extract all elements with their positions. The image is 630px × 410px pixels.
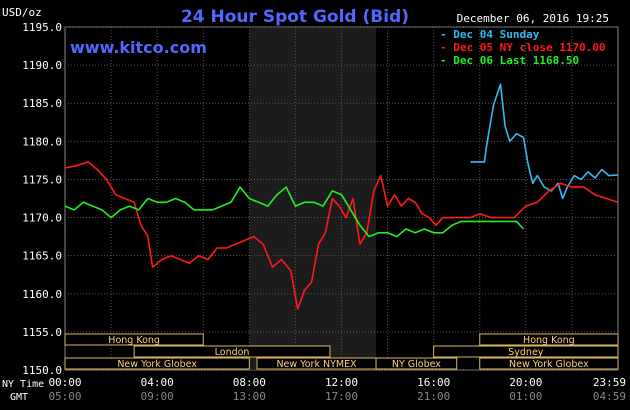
y-tick-label: 1150.0: [22, 364, 62, 377]
y-tick-label: 1190.0: [22, 59, 62, 72]
legend: - Dec 04 Sunday- Dec 05 NY close 1170.00…: [440, 28, 606, 67]
x-tick-label-gmt: 04:59: [593, 390, 626, 403]
series-line: [64, 161, 619, 310]
session-bar: New York Globex: [479, 357, 619, 370]
session-bar: New York Globex: [64, 357, 250, 370]
session-label: Hong Kong: [523, 335, 575, 346]
y-tick-label: 1165.0: [22, 250, 62, 263]
nymex-highlight: [249, 28, 377, 370]
x-tick-label-ny: 23:59: [593, 376, 626, 389]
series-line: [470, 83, 618, 200]
y-tick-label: 1170.0: [22, 212, 62, 225]
session-label: Hong Kong: [108, 335, 160, 346]
session-box: [479, 333, 619, 346]
x-tick-label-gmt: 05:00: [48, 390, 81, 403]
y-axis: 1195.0 1190.0 1185.0 1180.0 1175.0 1170.0 1165…: [22, 21, 62, 377]
session-bar: New York NYMEX: [256, 357, 377, 370]
session-box: [479, 357, 619, 370]
y-tick-label: 1185.0: [22, 97, 62, 110]
legend-entry: - Dec 06 Last 1168.50: [440, 54, 579, 67]
x-tick-label-ny: 20:00: [509, 376, 542, 389]
x-tick-label-gmt: 13:00: [233, 390, 266, 403]
gmt-label: GMT: [10, 392, 28, 403]
x-tick-label-ny: 00:00: [48, 376, 81, 389]
x-tick-label-ny: 08:00: [233, 376, 266, 389]
y-tick-label: 1155.0: [22, 326, 62, 339]
session-label: New York Globex: [117, 359, 197, 370]
unit-label: USD/oz: [2, 6, 42, 19]
highlight-band: [249, 28, 377, 370]
session-box: [133, 345, 331, 358]
x-tick-label-ny: 12:00: [325, 376, 358, 389]
session-bar: Hong Kong: [64, 333, 204, 346]
session-label: New York Globex: [509, 359, 589, 370]
session-box: [375, 357, 458, 370]
y-tick-label: 1180.0: [22, 135, 62, 148]
chart-title: 24 Hour Spot Gold (Bid): [181, 7, 409, 27]
session-box: [64, 357, 250, 370]
series-line: [64, 186, 525, 238]
session-box: [64, 333, 204, 346]
x-tick-label-gmt: 21:00: [417, 390, 450, 403]
y-tick-label: 1175.0: [22, 173, 62, 186]
session-label: Sydney: [508, 347, 544, 358]
y-tick-label: 1160.0: [22, 288, 62, 301]
ny-time-label: NY Time: [2, 379, 44, 390]
x-tick-label-ny: 04:00: [141, 376, 174, 389]
session-bar: NY Globex: [375, 357, 458, 370]
legend-entry: - Dec 05 NY close 1170.00: [440, 41, 606, 54]
session-bar: Hong Kong: [479, 333, 619, 346]
website-label: www.kitco.com: [70, 38, 207, 57]
session-bar: London: [133, 345, 331, 358]
session-bar: Sydney: [433, 345, 619, 358]
session-label: NY Globex: [392, 359, 441, 370]
x-tick-label-gmt: 17:00: [325, 390, 358, 403]
x-axis: NY Time GMT 00:00 04:00 08:00 12:00 16:00 20:00…: [2, 376, 626, 403]
y-tick-label: 1195.0: [22, 21, 62, 34]
price-series: [64, 83, 619, 310]
session-box: [433, 345, 619, 358]
x-tick-label-ny: 16:00: [417, 376, 450, 389]
legend-entry: - Dec 04 Sunday: [440, 28, 540, 41]
x-tick-label-gmt: 01:00: [509, 390, 542, 403]
session-label: New York NYMEX: [276, 359, 357, 370]
session-label: London: [215, 347, 250, 358]
date-label: December 06, 2016 19:25: [457, 12, 609, 25]
x-tick-label-gmt: 09:00: [141, 390, 174, 403]
